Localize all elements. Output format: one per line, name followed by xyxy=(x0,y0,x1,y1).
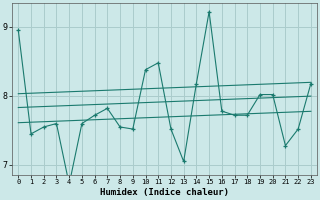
X-axis label: Humidex (Indice chaleur): Humidex (Indice chaleur) xyxy=(100,188,229,197)
